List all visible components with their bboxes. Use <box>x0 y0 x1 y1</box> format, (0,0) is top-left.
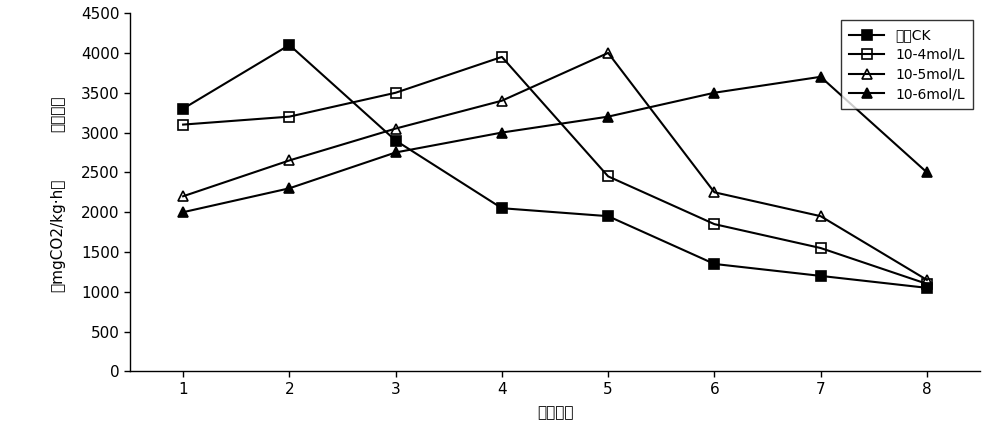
10-6mol/L <box>496 130 508 135</box>
10-6mol/L <box>708 90 720 95</box>
10-6mol/L <box>815 74 827 80</box>
Text: 呼吸速率: 呼吸速率 <box>50 95 65 132</box>
10-6mol/L <box>177 210 189 215</box>
Line: 转色CK: 转色CK <box>178 40 932 293</box>
Text: （mgCO2/kg·h）: （mgCO2/kg·h） <box>50 179 65 292</box>
转色CK <box>390 138 402 143</box>
10-6mol/L <box>921 170 933 175</box>
10-4mol/L <box>708 222 720 227</box>
10-4mol/L <box>815 246 827 251</box>
10-4mol/L <box>177 122 189 127</box>
10-6mol/L <box>602 114 614 119</box>
10-6mol/L <box>283 186 295 191</box>
10-4mol/L <box>921 281 933 287</box>
转色CK <box>283 42 295 48</box>
10-5mol/L <box>602 50 614 55</box>
转色CK <box>921 285 933 291</box>
转色CK <box>177 106 189 111</box>
10-4mol/L <box>390 90 402 95</box>
转色CK <box>602 214 614 219</box>
转色CK <box>815 273 827 278</box>
X-axis label: 贮藏天数: 贮藏天数 <box>537 405 573 420</box>
转色CK <box>496 205 508 211</box>
Line: 10-6mol/L: 10-6mol/L <box>178 72 932 217</box>
10-4mol/L <box>602 174 614 179</box>
转色CK <box>708 261 720 267</box>
10-5mol/L <box>815 214 827 219</box>
Legend: 转色CK, 10-4mol/L, 10-5mol/L, 10-6mol/L: 转色CK, 10-4mol/L, 10-5mol/L, 10-6mol/L <box>841 20 973 109</box>
10-4mol/L <box>283 114 295 119</box>
10-5mol/L <box>496 98 508 103</box>
Line: 10-4mol/L: 10-4mol/L <box>178 52 932 289</box>
10-4mol/L <box>496 54 508 59</box>
10-5mol/L <box>390 126 402 131</box>
10-5mol/L <box>708 190 720 195</box>
Line: 10-5mol/L: 10-5mol/L <box>178 48 932 285</box>
10-5mol/L <box>921 277 933 282</box>
10-5mol/L <box>283 158 295 163</box>
10-6mol/L <box>390 150 402 155</box>
10-5mol/L <box>177 194 189 199</box>
